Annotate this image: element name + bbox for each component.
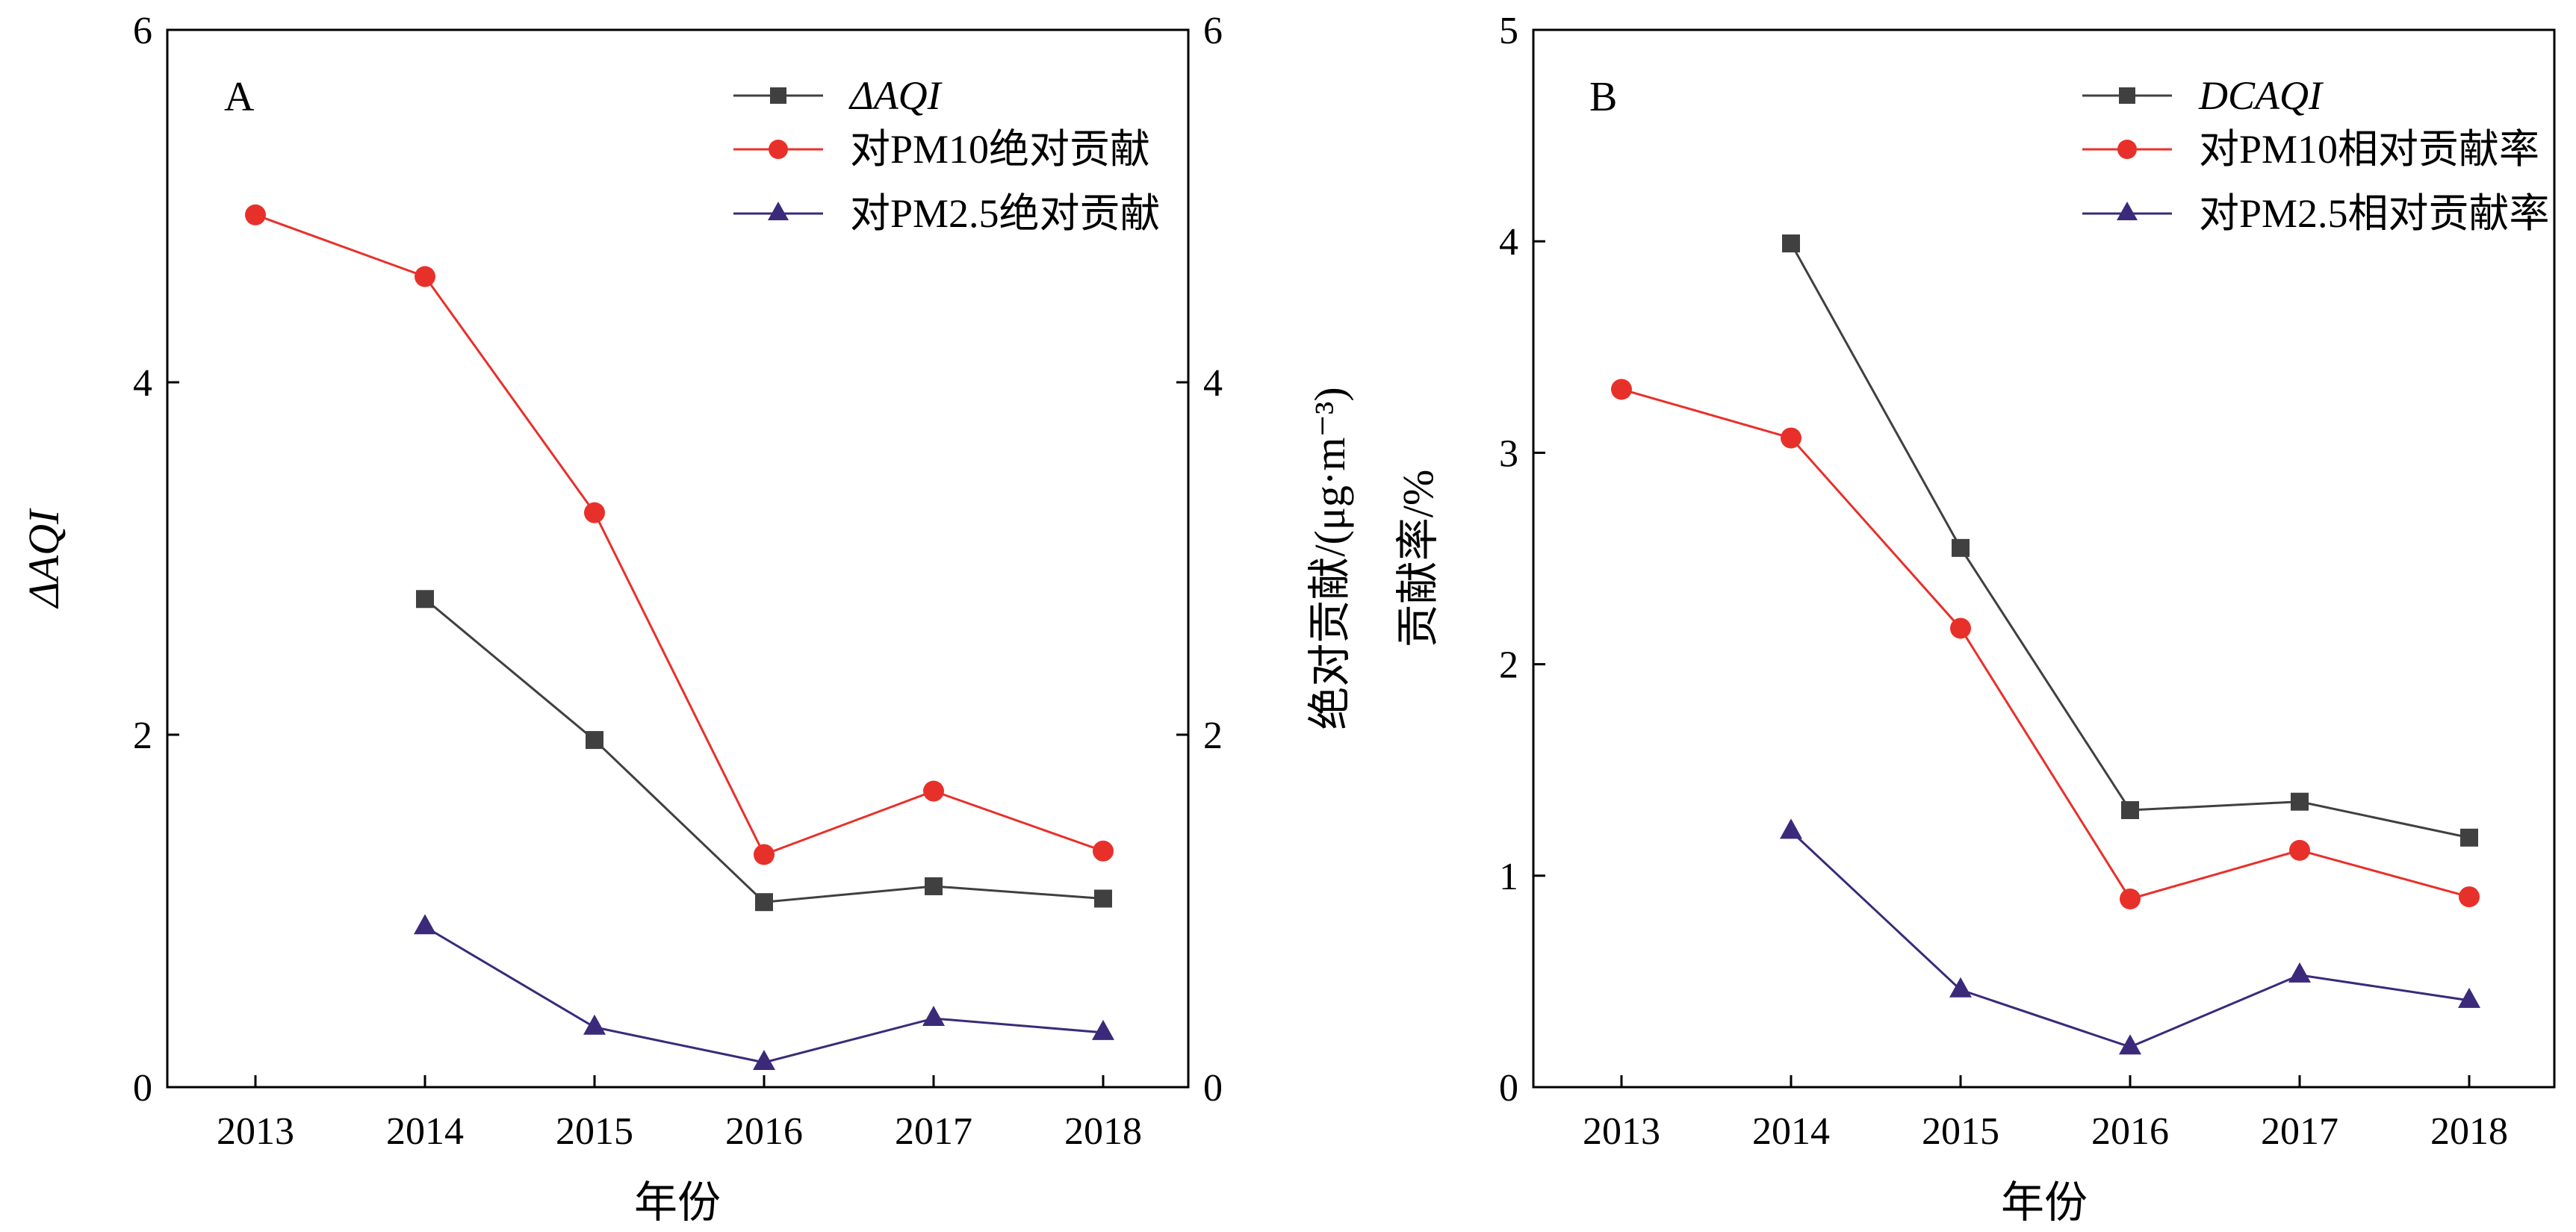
series-1-point: [1093, 840, 1114, 862]
chart-b-legend-label-dcaqi: DCAQI: [2198, 73, 2324, 118]
chart-b-x-ticks: 2013 2014 2015 2016 2017 2018: [1583, 1075, 2508, 1153]
chart-b: B 2013 2014 2015 2016 2017 2018 0 1 2 3 4 5 年份 贡献率…: [1394, 10, 2556, 1227]
x-tick-label: 2013: [1583, 1110, 1660, 1153]
x-tick-label: 2015: [1922, 1110, 1999, 1153]
chart-a-legend-item-pm10: 对PM10绝对贡献: [733, 127, 1150, 172]
series-1-point: [1611, 379, 1632, 400]
series-2-point: [753, 1049, 775, 1070]
chart-b-legend-label-pm10: 对PM10相对贡献率: [2199, 127, 2539, 172]
series-2-point: [2458, 987, 2480, 1008]
chart-a-legend-item-daqi: ΔAQI: [733, 73, 943, 118]
chart-a-plot-frame: [166, 28, 1190, 1089]
series-2-point: [583, 1014, 606, 1035]
x-tick-label: 2017: [2261, 1110, 2338, 1153]
y-tick-label: 0: [133, 1067, 152, 1110]
x-tick-label: 2014: [386, 1110, 464, 1153]
series-line-0: [1790, 243, 2470, 839]
series-1-point: [415, 266, 435, 287]
chart-a-y-axis-label-left: ΔAQI: [19, 508, 68, 609]
y-tick-label: 1: [1499, 856, 1518, 898]
series-1-point: [923, 780, 944, 802]
series-0-point: [586, 731, 603, 750]
series-1-point: [2459, 886, 2480, 908]
series-1-point: [1781, 427, 1801, 449]
series-0-point: [2460, 828, 2478, 847]
series-2-point: [2288, 962, 2311, 983]
series-line-2: [1790, 830, 2470, 1048]
series-line-2: [424, 925, 1104, 1064]
chart-a-legend-label-daqi: ΔAQI: [848, 73, 943, 118]
y-tick-label: 5: [1499, 10, 1518, 52]
series-2-point: [1949, 977, 1972, 998]
y-tick-label: 3: [1499, 432, 1518, 475]
chart-b-legend-item-dcaqi: DCAQI: [2082, 73, 2324, 118]
series-0-point: [1782, 234, 1800, 253]
x-tick-label: 2016: [2091, 1110, 2169, 1153]
series-0-point: [2291, 792, 2309, 811]
chart-a-x-axis-label: 年份: [634, 1178, 721, 1227]
series-2-point: [1092, 1019, 1114, 1040]
series-2-point: [922, 1005, 945, 1026]
series-line-1: [1621, 388, 2470, 900]
chart-b-y-ticks: 0 1 2 3 4 5: [1499, 10, 1545, 1110]
series-0-point: [1094, 889, 1112, 908]
chart-a-series: [245, 204, 1114, 1070]
chart-b-legend-item-pm10: 对PM10相对贡献率: [2082, 127, 2539, 172]
x-tick-label: 2018: [2430, 1110, 2508, 1153]
series-1-point: [2289, 839, 2310, 861]
chart-b-x-axis-label: 年份: [2001, 1178, 2088, 1227]
series-0-point: [2121, 801, 2139, 820]
chart-b-panel-label: B: [1589, 74, 1617, 120]
series-1-point: [245, 204, 266, 225]
series-1-point: [2120, 888, 2141, 909]
series-line-1: [255, 214, 1104, 856]
x-tick-label: 2014: [1752, 1110, 1830, 1153]
series-1-point: [1950, 617, 1971, 639]
series-2-point: [2119, 1034, 2141, 1055]
x-tick-label: 2018: [1064, 1110, 1142, 1153]
chart-a-legend-item-pm25: 对PM2.5绝对贡献: [733, 191, 1161, 236]
y-tick-label: 0: [1499, 1067, 1518, 1110]
chart-a-legend: ΔAQI 对PM10绝对贡献 对PM2.5绝对贡献: [733, 73, 1161, 236]
y-tick-label: 2: [133, 715, 152, 757]
chart-a-y-ticks-left: 0 2 4 6: [133, 10, 179, 1110]
y-tick-label: 2: [1499, 644, 1518, 687]
series-1-point: [754, 844, 775, 865]
y-tick-label: 6: [133, 10, 152, 52]
series-2-point: [414, 914, 436, 935]
y-tick-label-right: 4: [1203, 362, 1223, 405]
series-0-point: [416, 590, 434, 609]
series-2-point: [1780, 818, 1802, 839]
chart-b-legend: DCAQI 对PM10相对贡献率 对PM2.5相对贡献率: [2082, 73, 2550, 236]
chart-b-legend-item-pm25: 对PM2.5相对贡献率: [2082, 191, 2550, 236]
series-0-point: [925, 877, 943, 895]
chart-a-x-ticks: 2013 2014 2015 2016 2017 2018: [217, 1075, 1142, 1153]
x-tick-label: 2015: [556, 1110, 633, 1153]
chart-a-panel-label: A: [224, 74, 255, 120]
x-tick-label: 2017: [895, 1110, 972, 1153]
series-0-point: [755, 893, 773, 912]
chart-b-plot-frame: [1532, 28, 2556, 1089]
chart-b-series: [1611, 234, 2480, 1055]
y-tick-label: 4: [1499, 221, 1518, 264]
chart-a-y-axis-label-right: 绝对贡献/(μg·m⁻³): [1306, 387, 1354, 729]
chart-a-y-ticks-right: 0 2 4 6: [1176, 10, 1223, 1110]
chart-a-legend-label-pm10: 对PM10绝对贡献: [850, 127, 1150, 172]
y-tick-label: 4: [133, 362, 152, 405]
y-tick-label-right: 0: [1203, 1067, 1223, 1110]
series-0-point: [1952, 538, 1970, 557]
series-1-point: [584, 502, 605, 523]
chart-b-legend-label-pm25: 对PM2.5相对贡献率: [2199, 191, 2550, 236]
y-tick-label-right: 6: [1203, 10, 1223, 52]
chart-b-y-axis-label: 贡献率/%: [1394, 470, 1442, 647]
chart-a-legend-label-pm25: 对PM2.5绝对贡献: [850, 191, 1161, 236]
x-tick-label: 2013: [217, 1110, 294, 1153]
x-tick-label: 2016: [725, 1110, 803, 1153]
y-tick-label-right: 2: [1203, 715, 1223, 757]
